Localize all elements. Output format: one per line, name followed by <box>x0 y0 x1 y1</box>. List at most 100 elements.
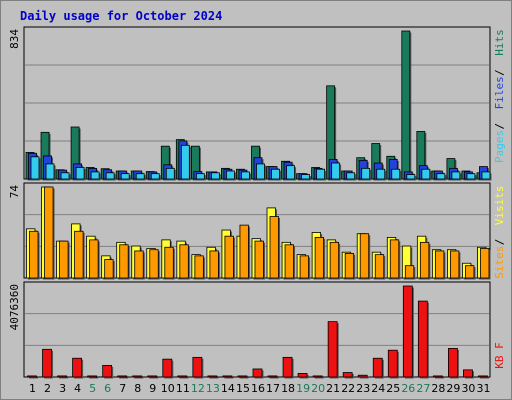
sites-bar <box>59 240 69 279</box>
pages-bar <box>466 173 476 180</box>
kbf-bar <box>357 374 368 378</box>
kbf-bar <box>147 375 158 378</box>
sites-bar <box>74 230 84 279</box>
kbf-bar-shadow <box>134 377 144 379</box>
x-tick-label: 13 <box>206 382 220 395</box>
kbf-bar <box>222 375 233 378</box>
sites-bar <box>389 239 400 279</box>
x-tick-label: 24 <box>371 382 385 395</box>
kbf-bar-shadow <box>29 377 38 379</box>
kbf-bar <box>237 375 248 378</box>
kbf-bar-shadow <box>314 377 324 379</box>
pages-bar <box>135 173 145 180</box>
x-tick-label: 19 <box>296 382 310 395</box>
sites-bar <box>465 265 475 279</box>
pages-bar <box>376 168 386 180</box>
sites-bar <box>374 254 385 279</box>
legend-hits-files-pages: / <box>493 123 506 130</box>
kbf-bar-shadow <box>179 377 189 379</box>
x-tick-label: 5 <box>89 382 96 395</box>
x-tick-label: 3 <box>59 382 66 395</box>
y-max-label-1: 834 <box>8 29 21 49</box>
sites-bar <box>329 241 340 279</box>
pages-bar <box>361 167 371 180</box>
sites-bar <box>194 255 204 279</box>
legend-visits-sites: Sites <box>493 246 506 279</box>
kbf-bar <box>297 373 308 378</box>
kbf-bar <box>192 356 203 378</box>
pages-bar <box>226 170 235 180</box>
kbf-bar <box>207 375 218 378</box>
pages-bar <box>331 162 341 180</box>
sites-bar <box>404 265 415 279</box>
legend-visits-sites: Visits <box>493 185 506 225</box>
pages-bar <box>150 173 160 180</box>
pages-bar <box>75 167 85 180</box>
kbf-bar-shadow <box>209 377 219 379</box>
pages-bar <box>180 144 190 180</box>
pages-bar <box>30 156 40 180</box>
kbf-bar <box>312 375 323 378</box>
pages-bar <box>391 168 401 180</box>
x-tick-label: 16 <box>251 382 265 395</box>
kbf-bar <box>402 285 413 378</box>
x-tick-label: 11 <box>176 382 190 395</box>
pages-bar <box>346 172 356 180</box>
pages-bar <box>256 163 265 180</box>
kbf-bar <box>252 368 263 378</box>
sites-bar <box>450 250 460 279</box>
sites-bar <box>164 246 174 279</box>
x-tick-label: 9 <box>149 382 156 395</box>
kbf-bar <box>162 358 173 378</box>
pages-bar <box>271 168 280 180</box>
kbf-bar <box>342 372 353 378</box>
x-tick-label: 17 <box>266 382 280 395</box>
pages-bar <box>165 167 175 180</box>
legend-hits-files-pages: Pages <box>493 130 506 163</box>
kbf-bar <box>42 348 52 378</box>
x-tick-label: 20 <box>311 382 325 395</box>
x-tick-label: 7 <box>119 382 126 395</box>
y-max-label-2: 74 <box>8 185 21 199</box>
sites-bar <box>149 249 159 279</box>
sites-bar <box>359 233 370 279</box>
x-tick-label: 31 <box>476 382 490 395</box>
sites-bar <box>44 186 54 279</box>
sites-bar <box>254 240 264 279</box>
kbf-bar <box>87 375 98 378</box>
kbf-bar <box>117 375 128 378</box>
x-tick-label: 25 <box>386 382 400 395</box>
kbf-bar <box>417 300 428 378</box>
pages-bar <box>286 165 295 180</box>
x-tick-label: 23 <box>356 382 370 395</box>
pages-bar <box>301 174 310 180</box>
legend-visits-sites: / <box>493 239 506 246</box>
kbf-bar <box>72 357 82 378</box>
x-tick-label: 29 <box>446 382 460 395</box>
x-tick-label: 18 <box>281 382 295 395</box>
kbf-bar-shadow <box>89 377 99 379</box>
x-tick-label: 6 <box>104 382 111 395</box>
pages-bar <box>210 172 220 180</box>
sites-bar <box>104 259 114 279</box>
legend-hits-files-pages: / <box>493 69 506 76</box>
kbf-bar <box>463 369 473 378</box>
pages-bar <box>60 172 70 180</box>
x-tick-label: 28 <box>431 382 445 395</box>
x-tick-label: 22 <box>341 382 355 395</box>
kbf-bar <box>448 348 458 378</box>
kbf-bar <box>57 375 67 378</box>
kbf-bar-shadow <box>149 377 159 379</box>
kbf-bar <box>177 375 188 378</box>
sites-bar <box>269 216 279 279</box>
kbf-bar-shadow <box>224 377 234 379</box>
sites-bar <box>344 253 355 279</box>
legend-hits-files-pages: Hits <box>493 29 506 56</box>
y-max-label-3: 4076360 <box>8 284 21 330</box>
kbf-bar <box>327 321 338 378</box>
kbf-bar-shadow <box>359 376 369 379</box>
sites-bar <box>480 248 490 279</box>
pages-bar <box>195 173 205 180</box>
sites-bar <box>299 255 309 279</box>
